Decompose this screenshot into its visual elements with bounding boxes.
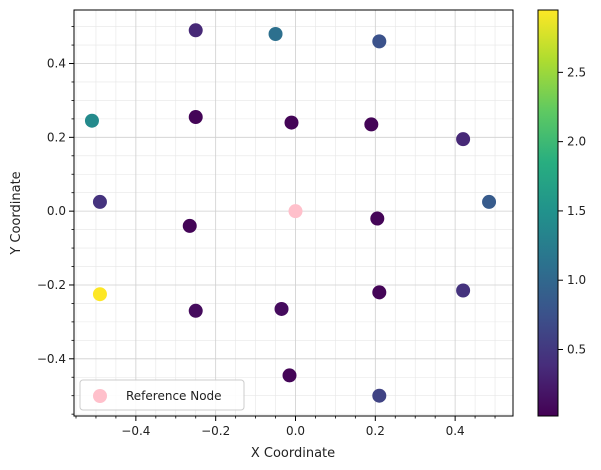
data-point [188,110,203,125]
data-point [370,211,385,226]
y-axis-ticks: −0.4 −0.2 0.0 0.2 0.4 [37,26,74,415]
colorbar-gradient [537,9,559,417]
plot-frame [73,9,514,417]
data-point [372,388,387,403]
data-point [372,285,387,300]
y-tick-label: −0.4 [37,352,66,366]
colorbar-tick-label: 1.0 [567,273,586,287]
data-point [92,194,107,209]
data-point [284,115,299,130]
colorbar-tick-label: 0.5 [567,342,586,356]
data-point [182,218,197,233]
y-tick-label: 0.0 [47,204,66,218]
data-point [482,194,497,209]
data-point [456,132,471,147]
legend-label-reference: Reference Node [126,389,222,403]
colorbar-tick-label: 2.0 [567,135,586,149]
x-tick-label: −0.2 [201,424,230,438]
data-point [364,117,379,132]
legend: Reference Node [79,379,245,411]
x-tick-label: 0.0 [286,424,305,438]
x-tick-label: 0.2 [366,424,385,438]
x-tick-label: −0.4 [121,424,150,438]
data-point [268,26,283,41]
data-point [456,283,471,298]
minor-grid [74,10,513,416]
y-tick-label: 0.4 [47,57,66,71]
colorbar-tick-label: 1.5 [567,204,586,218]
data-point [92,287,107,302]
legend-box [79,379,245,411]
data-point [188,303,203,318]
y-tick-label: 0.2 [47,130,66,144]
data-point [282,368,297,383]
colorbar-ticks: 0.5 1.0 1.5 2.0 2.5 [558,65,586,356]
y-tick-label: −0.2 [37,278,66,292]
data-point [188,23,203,38]
colorbar-tick-label: 2.5 [567,65,586,79]
reference-node-point [288,204,303,219]
data-points [84,23,497,403]
x-axis-ticks: −0.4 −0.2 0.0 0.2 0.4 [75,416,496,438]
x-tick-label: 0.4 [446,424,465,438]
legend-marker-reference [93,389,107,403]
data-point [372,34,387,49]
x-axis-label: X Coordinate [251,446,335,461]
colorbar: 0.5 1.0 1.5 2.0 2.5 [537,9,586,417]
y-axis-label: Y Coordinate [9,171,24,255]
data-point [84,113,99,128]
data-point [274,301,289,316]
